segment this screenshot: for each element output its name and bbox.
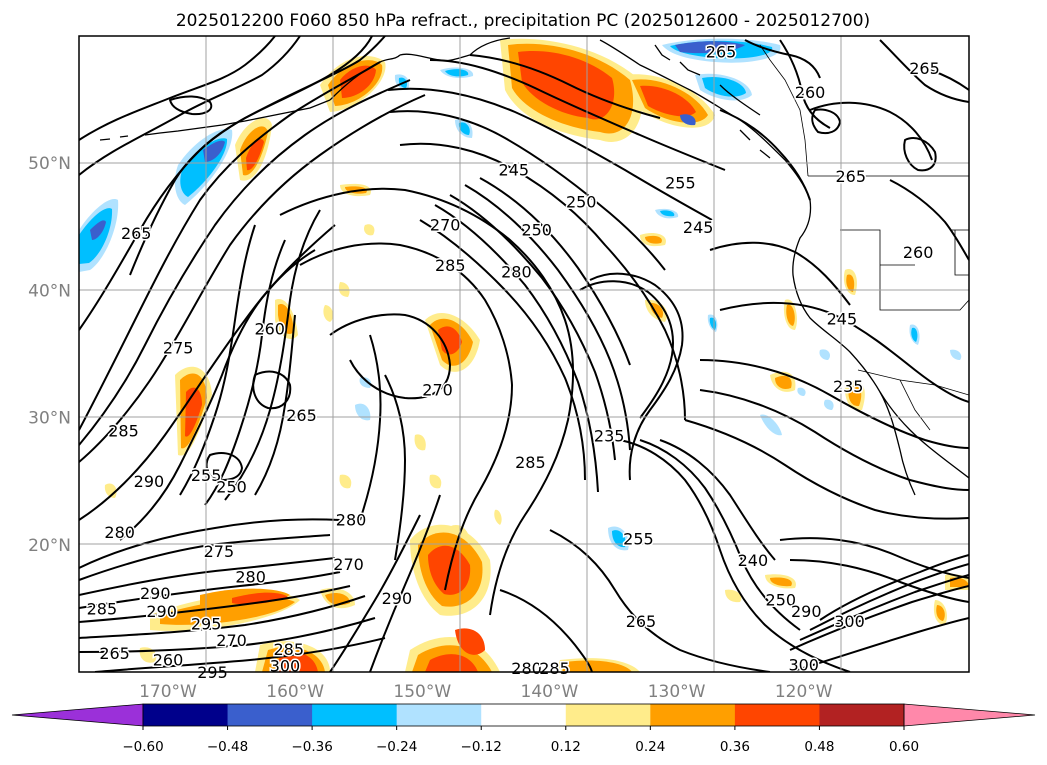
contour-label: 285 — [435, 256, 466, 275]
lon-label: 160°W — [266, 682, 324, 702]
colorbar: −0.60 −0.48 −0.36 −0.24 −0.12 0.12 0.24 0.36 0.4… — [11, 703, 1036, 755]
contour-label: 285 — [87, 599, 118, 618]
contour-label: 300 — [834, 612, 865, 631]
colorbar-segment — [227, 704, 313, 726]
lon-label: 130°W — [648, 682, 706, 702]
contour-label: 275 — [163, 339, 194, 358]
lon-label: 170°W — [139, 682, 197, 702]
contour-label: 245 — [683, 218, 714, 237]
contour-label: 235 — [833, 377, 864, 396]
colorbar-frame — [142, 703, 905, 727]
coastlines — [99, 37, 969, 496]
contour-label: 235 — [594, 426, 625, 445]
colorbar-label: −0.12 — [461, 739, 502, 755]
colorbar-label: 0.12 — [551, 739, 581, 755]
contour-label: 265 — [835, 167, 866, 186]
lat-label: 20°N — [28, 536, 71, 556]
colorbar-label: −0.48 — [207, 739, 248, 755]
colorbar-segment — [734, 704, 820, 726]
contour-label: 290 — [146, 602, 177, 621]
refractivity-contours — [79, 36, 969, 672]
contour-label: 280 — [235, 568, 266, 587]
colorbar-label: −0.24 — [376, 739, 417, 755]
lon-label: 150°W — [393, 682, 451, 702]
contour-label: 260 — [254, 320, 285, 339]
contour-label: 240 — [738, 551, 769, 570]
political-borders — [759, 44, 969, 431]
contour-label: 280 — [336, 510, 367, 529]
contour-label: 255 — [623, 529, 654, 548]
map-title: 2025012200 F060 850 hPa refract., precip… — [176, 11, 870, 31]
latitude-labels: 50°N 40°N 30°N 20°N — [28, 154, 71, 556]
contour-label: 250 — [566, 192, 597, 211]
colorbar-label: 0.60 — [889, 739, 919, 755]
contour-label: 270 — [430, 215, 461, 234]
lon-label: 120°W — [775, 682, 833, 702]
contour-label: 295 — [191, 615, 222, 634]
contour-label: 265 — [99, 644, 130, 663]
lat-label: 30°N — [28, 409, 71, 429]
contour-label: 270 — [422, 381, 453, 400]
contour-label: 265 — [121, 224, 152, 243]
contour-label: 270 — [216, 631, 247, 650]
contour-label: 285 — [108, 421, 139, 440]
contour-label: 280 — [501, 262, 532, 281]
colorbar-segment — [396, 704, 482, 726]
contour-label: 260 — [153, 650, 184, 669]
contour-label: 255 — [665, 173, 696, 192]
contour-label: 270 — [333, 555, 364, 574]
contour-label: 260 — [903, 243, 934, 262]
contour-label: 265 — [626, 612, 657, 631]
contour-label: 265 — [286, 406, 317, 425]
contour-label: 290 — [791, 602, 822, 621]
longitude-labels: 170°W 160°W 150°W 140°W 130°W 120°W — [139, 682, 833, 702]
colorbar-label: −0.60 — [122, 739, 163, 755]
colorbar-segment — [650, 704, 736, 726]
contour-label: 290 — [382, 589, 413, 608]
contour-label: 255 — [191, 466, 222, 485]
contour-label: 280 — [104, 523, 135, 542]
contour-label: 265 — [909, 59, 940, 78]
contour-label: 300 — [270, 657, 301, 676]
colorbar-label: 0.36 — [720, 739, 750, 755]
lat-label: 40°N — [28, 281, 71, 301]
colorbar-label: 0.24 — [635, 739, 665, 755]
contour-label: 290 — [134, 472, 165, 491]
contour-label: 250 — [521, 220, 552, 239]
contour-label: 260 — [795, 83, 826, 102]
colorbar-label: 0.48 — [804, 739, 834, 755]
contour-label: 250 — [216, 477, 247, 496]
contour-label: 285 — [539, 659, 570, 678]
contour-label: 250 — [766, 590, 797, 609]
colorbar-segment — [565, 704, 651, 726]
colorbar-under-triangle — [11, 703, 144, 727]
contour-label: 285 — [274, 640, 305, 659]
contour-label: 245 — [827, 309, 858, 328]
contour-label: 275 — [204, 542, 235, 561]
contour-label: 290 — [140, 584, 171, 603]
contour-label: 300 — [788, 655, 819, 674]
colorbar-over-triangle — [903, 703, 1036, 727]
colorbar-segment — [481, 704, 567, 726]
contour-label: 245 — [499, 161, 530, 180]
colorbar-label: −0.36 — [291, 739, 332, 755]
colorbar-segment — [312, 704, 398, 726]
contour-label: 265 — [706, 42, 737, 61]
colorbar-segment — [143, 704, 229, 726]
lat-label: 50°N — [28, 154, 71, 174]
lon-label: 140°W — [521, 682, 579, 702]
map-frame — [78, 35, 970, 673]
graticule — [79, 36, 969, 672]
colorbar-segment — [819, 704, 905, 726]
contour-label: 280 — [511, 659, 542, 678]
contour-label: 285 — [515, 453, 546, 472]
map-background — [79, 36, 969, 672]
